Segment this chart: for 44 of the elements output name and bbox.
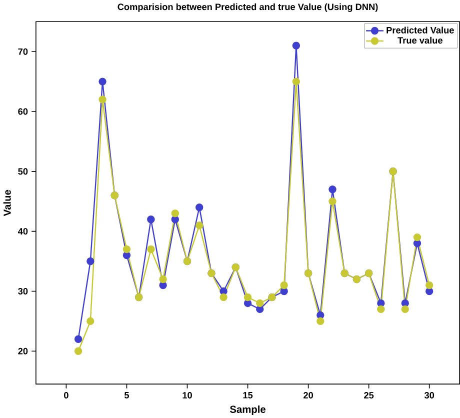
point (292, 42, 300, 50)
point (159, 275, 167, 283)
point (425, 281, 434, 289)
point (147, 245, 155, 253)
point (86, 257, 94, 265)
point (413, 233, 422, 241)
point (122, 245, 131, 253)
point (292, 78, 300, 86)
y-tick-label: 70 (18, 48, 28, 55)
point (98, 95, 106, 104)
x-tick-label: 30 (424, 392, 434, 398)
point (195, 203, 204, 212)
point (328, 185, 336, 194)
point (256, 299, 264, 307)
point (147, 215, 155, 224)
y-tick-label: 30 (18, 288, 28, 294)
legend-label: Predicted Value (386, 26, 454, 34)
x-axis-title: Sample (230, 405, 266, 415)
point (328, 197, 336, 206)
y-tick-label: 40 (18, 228, 28, 234)
x-tick-label: 20 (304, 392, 314, 398)
y-axis-title: Value (3, 190, 11, 216)
point (244, 293, 252, 301)
point (74, 335, 82, 343)
y-tick-label: 20 (18, 348, 28, 354)
point (280, 281, 288, 289)
y-tick-label: 60 (18, 108, 28, 115)
x-tick-label: 5 (124, 392, 130, 398)
x-tick-label: 15 (243, 392, 253, 398)
point (377, 305, 385, 313)
point (401, 305, 409, 313)
x-tick-label: 0 (64, 392, 68, 398)
point (195, 221, 204, 230)
point (98, 78, 106, 86)
point (171, 209, 180, 218)
y-tick-label: 50 (18, 168, 28, 174)
x-tick-label: 10 (182, 392, 192, 398)
chart-title: Comparision between Predicted and true Value (Using DNN) (118, 3, 378, 12)
point (316, 317, 324, 325)
point (74, 347, 82, 355)
legend-label: True value (398, 36, 442, 44)
x-tick-label: 25 (364, 392, 374, 398)
point (220, 293, 228, 301)
point (86, 317, 94, 325)
